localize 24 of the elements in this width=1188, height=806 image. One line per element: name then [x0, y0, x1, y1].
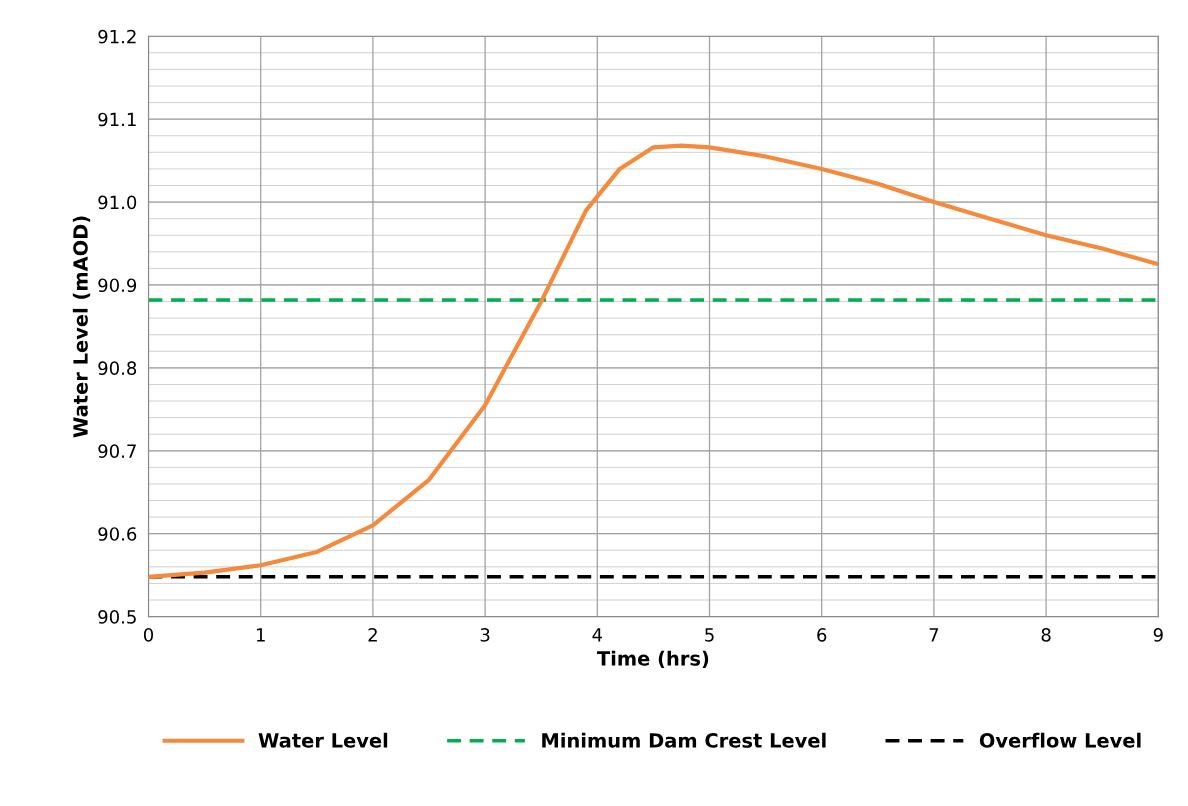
legend-label: Water Level: [258, 732, 388, 748]
x-tick-label: 1: [256, 628, 265, 642]
x-axis-title: Time (hrs): [597, 650, 709, 669]
x-tick-label: 3: [480, 628, 490, 642]
y-tick-label: 90.8: [98, 361, 137, 375]
x-tick-label: 5: [705, 628, 714, 642]
y-axis-title: Water Level (mAOD): [72, 216, 91, 438]
x-tick-label: 2: [368, 628, 377, 642]
y-tick-label: 91.2: [98, 29, 136, 44]
y-tick-label: 91.0: [98, 195, 137, 210]
x-tick-label: 6: [817, 628, 827, 642]
y-tick-label: 90.6: [98, 527, 137, 541]
x-tick-label: 7: [929, 628, 939, 642]
x-tick-label: 4: [592, 628, 603, 642]
legend-label: Minimum Dam Crest Level: [542, 732, 826, 748]
x-tick-label: 9: [1153, 628, 1163, 642]
legend-label: Overflow Level: [979, 732, 1141, 748]
line-series: [148, 143, 1159, 579]
y-tick-label: 90.9: [98, 278, 137, 293]
y-tick-label: 90.7: [98, 444, 136, 458]
x-tick-label: 0: [143, 628, 154, 642]
y-tick-label: 91.1: [98, 112, 136, 127]
x-tick-label: 8: [1041, 628, 1051, 642]
y-tick-label: 90.5: [98, 610, 136, 624]
